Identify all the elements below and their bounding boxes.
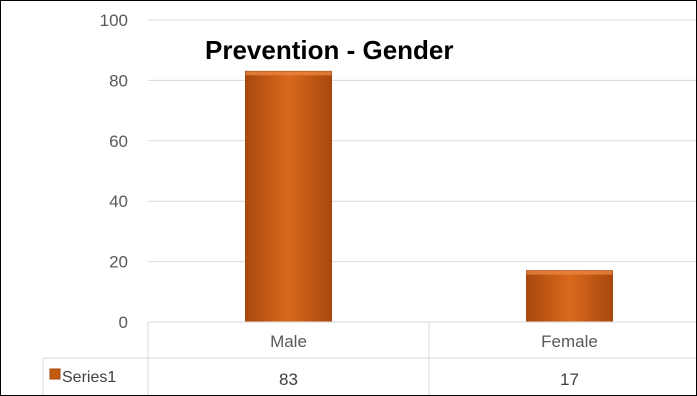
table-value-female: 17 — [560, 370, 579, 389]
table-value-male: 83 — [279, 370, 298, 389]
y-tick-label-0: 0 — [119, 313, 128, 332]
bar-male — [245, 70, 332, 323]
y-tick-label-80: 80 — [109, 71, 128, 90]
x-category-label-female: Female — [541, 332, 598, 351]
legend-label-series1: Series1 — [62, 369, 116, 386]
y-axis-ticks: 0 20 40 60 80 100 — [100, 11, 128, 332]
bars — [245, 70, 613, 323]
data-table: Male 83 Female 17 Series1 — [42, 321, 696, 395]
y-tick-label-100: 100 — [100, 11, 128, 30]
y-tick-label-40: 40 — [109, 192, 128, 211]
chart-title: Prevention - Gender — [205, 35, 454, 65]
gridlines — [148, 19, 696, 263]
x-category-label-male: Male — [270, 332, 307, 351]
bar-top-highlight-female — [526, 270, 613, 275]
legend-swatch — [49, 368, 61, 380]
y-tick-label-60: 60 — [109, 132, 128, 151]
bar-top-highlight-male — [245, 71, 332, 76]
y-tick-label-20: 20 — [109, 253, 128, 272]
bar-female — [526, 270, 613, 323]
